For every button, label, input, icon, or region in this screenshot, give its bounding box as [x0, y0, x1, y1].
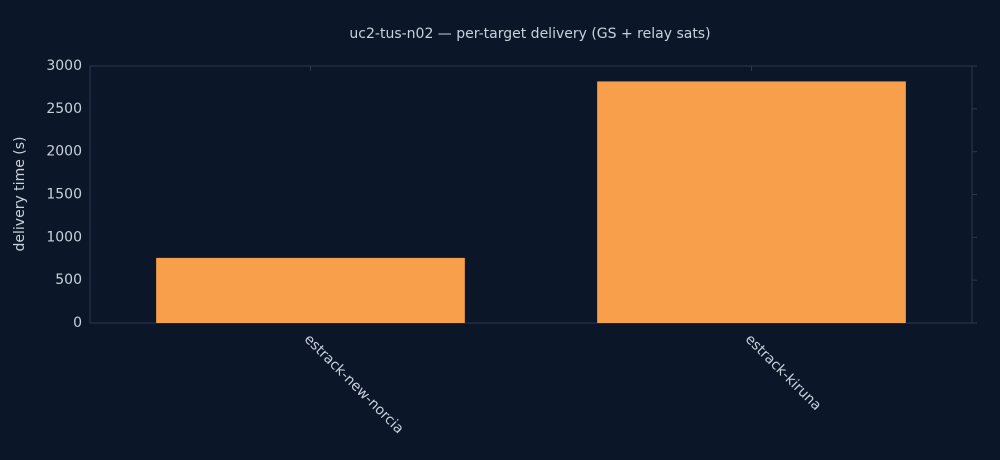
y-tick-label: 0 [73, 315, 82, 331]
y-tick-label: 3000 [46, 58, 82, 74]
y-tick-label: 1500 [46, 187, 82, 203]
y-tick-label: 2500 [46, 101, 82, 117]
bar [597, 81, 906, 323]
y-tick-label: 500 [55, 272, 82, 288]
y-tick-label: 2000 [46, 144, 82, 160]
chart-title: uc2-tus-n02 — per-target delivery (GS + … [349, 26, 710, 42]
y-tick-label: 1000 [46, 229, 82, 245]
bar [156, 257, 465, 323]
y-axis-label: delivery time (s) [12, 137, 28, 252]
